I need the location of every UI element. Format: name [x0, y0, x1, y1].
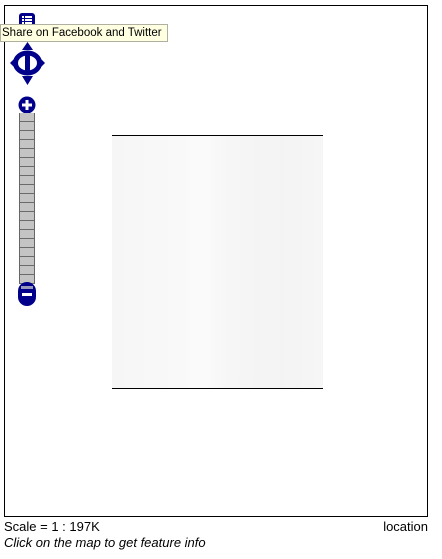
- share-button[interactable]: [18, 13, 36, 27]
- map-tile[interactable]: [112, 135, 323, 389]
- map-viewport[interactable]: [4, 5, 428, 517]
- plus-icon: [18, 96, 36, 114]
- list-icon: [19, 13, 35, 27]
- scale-readout: Scale = 1 : 197K: [4, 519, 100, 534]
- zoom-out-button[interactable]: [18, 282, 36, 306]
- pan-arrows-icon: [10, 42, 45, 85]
- minus-icon: [18, 282, 36, 306]
- zoom-in-button[interactable]: [18, 96, 36, 114]
- zoom-slider[interactable]: [19, 113, 35, 284]
- share-tooltip: Share on Facebook and Twitter: [0, 24, 168, 42]
- feature-info-hint: Click on the map to get feature info: [4, 535, 206, 550]
- pan-control[interactable]: [9, 40, 46, 86]
- location-readout: location: [383, 519, 428, 534]
